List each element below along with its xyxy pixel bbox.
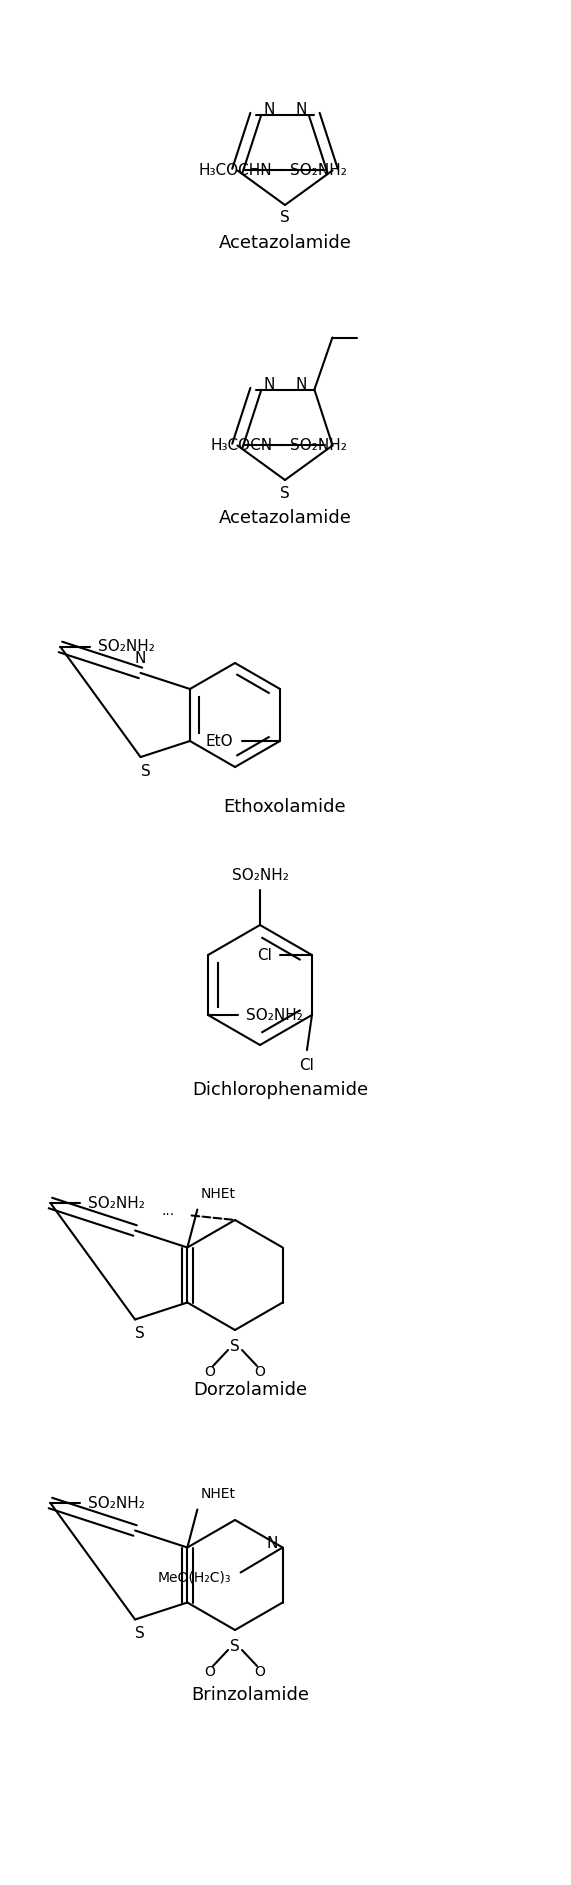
Text: N: N (295, 377, 307, 392)
Text: Dichlorophenamide: Dichlorophenamide (192, 1080, 368, 1099)
Text: S: S (140, 763, 150, 779)
Text: Acetazolamide: Acetazolamide (219, 509, 351, 528)
Text: S: S (280, 211, 290, 226)
Text: S: S (135, 1325, 145, 1340)
Text: SO₂NH₂: SO₂NH₂ (291, 437, 347, 452)
Text: NHEt: NHEt (200, 1487, 235, 1500)
Text: SO₂NH₂: SO₂NH₂ (291, 162, 347, 177)
Text: N: N (264, 377, 275, 392)
Text: SO₂NH₂: SO₂NH₂ (89, 1195, 145, 1210)
Text: SO₂NH₂: SO₂NH₂ (89, 1495, 145, 1510)
Text: O: O (204, 1664, 215, 1680)
Text: H₃COCN: H₃COCN (211, 437, 272, 452)
Text: Acetazolamide: Acetazolamide (219, 234, 351, 253)
Text: SO₂NH₂: SO₂NH₂ (232, 867, 288, 882)
Text: MeO(H₂C)₃: MeO(H₂C)₃ (157, 1570, 231, 1585)
Text: H₃COCHN: H₃COCHN (199, 162, 272, 177)
Text: NHEt: NHEt (200, 1186, 235, 1201)
Text: SO₂NH₂: SO₂NH₂ (246, 1007, 303, 1022)
Text: O: O (255, 1365, 266, 1380)
Text: S: S (135, 1627, 145, 1642)
Text: Ethoxolamide: Ethoxolamide (224, 797, 347, 816)
Text: O: O (255, 1664, 266, 1680)
Text: Dorzolamide: Dorzolamide (193, 1382, 307, 1399)
Text: Cl: Cl (257, 948, 272, 963)
Text: SO₂NH₂: SO₂NH₂ (98, 639, 155, 654)
Text: S: S (280, 486, 290, 501)
Text: S: S (230, 1638, 240, 1653)
Text: N: N (295, 102, 307, 117)
Text: N: N (135, 652, 146, 667)
Text: N: N (266, 1536, 278, 1551)
Text: ···: ··· (162, 1208, 175, 1221)
Text: EtO: EtO (206, 733, 233, 748)
Text: O: O (204, 1365, 215, 1380)
Text: N: N (264, 102, 275, 117)
Text: S: S (230, 1338, 240, 1353)
Text: Cl: Cl (300, 1057, 315, 1073)
Text: Brinzolamide: Brinzolamide (191, 1685, 309, 1704)
